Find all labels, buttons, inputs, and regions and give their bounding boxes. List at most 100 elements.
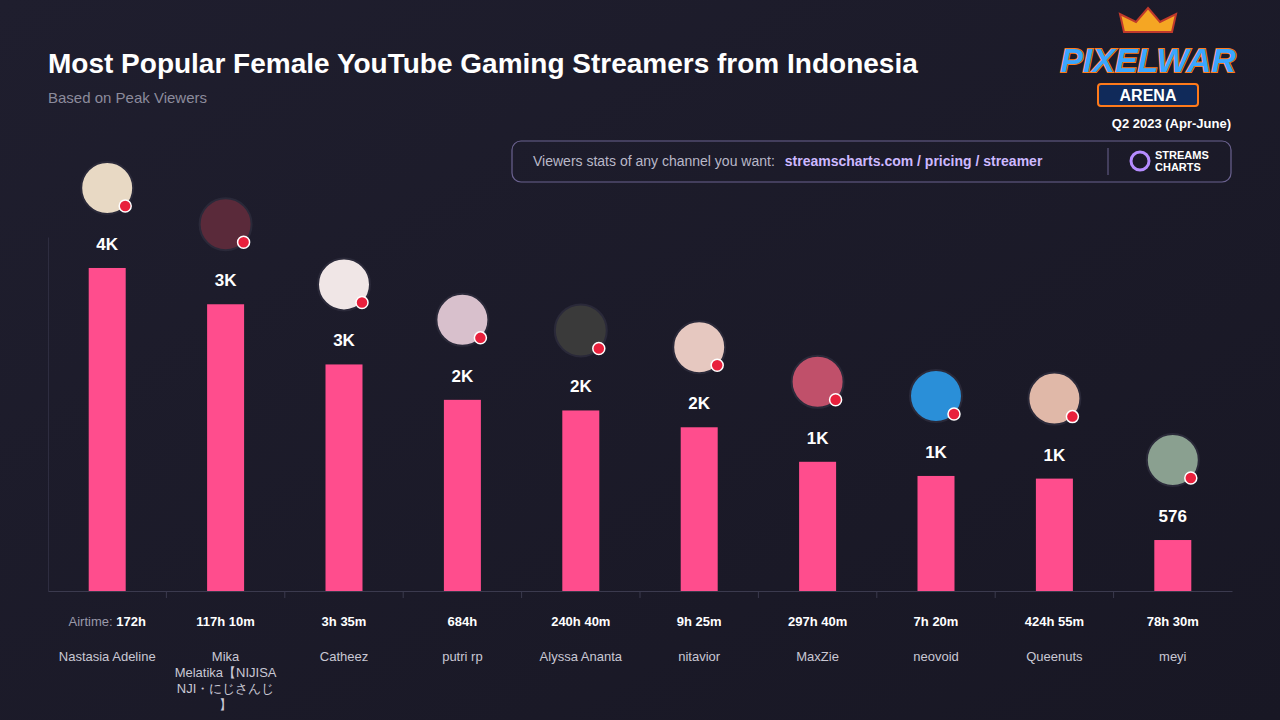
separators [166,591,1113,598]
logo-subtext: ARENA [1120,87,1177,104]
avatar-badge [356,296,368,308]
data-label: 2K [452,367,474,386]
avatar [81,162,133,214]
airtime-value: 7h 20m [914,614,959,629]
avatar [1028,373,1080,425]
airtime-text: 7h 20m [914,614,959,629]
category-label: MikaMelatika【NIJISANJI・にじさんじ】 [175,649,277,712]
avatar [436,294,488,346]
column-separator [995,591,996,598]
airtime-text: 9h 25m [677,614,722,629]
airtime-text: 297h 40m [788,614,847,629]
avatar [200,198,252,250]
bar [207,304,244,591]
period: Q2 2023 (Apr-June) [1112,116,1231,131]
bar [562,410,599,591]
data-label: 4K [96,235,118,254]
brand-text: STREAMS [1155,149,1209,161]
airtime-value: 172h [116,614,146,629]
avatar-circle [1147,434,1199,486]
column-separator [876,591,877,598]
avatar-circle [200,198,252,250]
logo-text: PIXELWAR [1060,41,1236,79]
avatar-badge [830,394,842,406]
logo-icon [1120,8,1176,32]
category-label-line: Queenuts [1026,649,1083,664]
category-label: Nastasia Adeline [59,649,156,664]
avatar-badge [593,342,605,354]
airtime-value: 3h 35m [322,614,367,629]
bar [1036,479,1073,591]
airtime-text: 240h 40m [551,614,610,629]
data-label: 3K [333,331,355,350]
avatar-circle [673,321,725,373]
airtime-text: Airtime: 172h [69,614,146,629]
avatar-badge [711,359,723,371]
category-label: meyi [1159,649,1187,664]
promo-link: streamscharts.com / pricing / streamer [785,153,1043,169]
column-separator [166,591,167,598]
column-separator [640,591,641,598]
data-label: 1K [925,443,947,462]
category-labels: Nastasia Adeline MikaMelatika【NIJISANJI・に… [59,649,1187,712]
category-label-line: MaxZie [796,649,839,664]
airtime-label: Airtime: [69,614,113,629]
airtime-text: 78h 30m [1147,614,1199,629]
avatar-badge [1066,411,1078,423]
category-label-line: Nastasia Adeline [59,649,156,664]
airtime-value: 117h 10m [196,614,255,629]
logo-banner [1098,84,1198,106]
avatar-circle [1028,373,1080,425]
category-label: neovoid [913,649,959,664]
category-label-line: meyi [1159,649,1187,664]
bar [1154,540,1191,591]
airtime-value: 240h 40m [551,614,610,629]
category-label: MaxZie [796,649,839,664]
subtitle: Based on Peak Viewers [48,89,207,106]
avatar [318,258,370,310]
category-label-line: Mika [212,649,240,664]
bar [918,476,955,591]
chart-svg: Most Popular Female YouTube Gaming Strea… [0,0,1280,720]
category-label-line: Melatika【NIJISA [175,665,277,680]
airtime-value: 297h 40m [788,614,847,629]
column-separator [1113,591,1114,598]
column-separator [284,591,285,598]
data-label: 2K [570,377,592,396]
column-separator [403,591,404,598]
y-axis [48,238,49,592]
airtime-text: 684h [448,614,478,629]
y-axis-line [48,238,49,592]
bar [444,400,481,591]
category-label: nitavior [678,649,721,664]
avatar [910,370,962,422]
bar [681,427,718,591]
column-separator [521,591,522,598]
promo-frame [512,141,1231,182]
airtime-text: 3h 35m [322,614,367,629]
category-label-line: Alyssa Ananta [540,649,623,664]
promo-box: Viewers stats of any channel you want: st… [512,141,1231,182]
avatar-badge [1185,472,1197,484]
data-label: 2K [688,394,710,413]
category-label-line: Catheez [320,649,368,664]
bar [326,364,363,591]
avatar [673,321,725,373]
avatar-badge [474,332,486,344]
promo-text: Viewers stats of any channel you want: [533,153,775,169]
bar [799,462,836,591]
avatar-circle [81,162,133,214]
logo: PIXELWAR ARENA [1060,8,1236,106]
airtime-value: 424h 55m [1025,614,1084,629]
category-label-line: 】 [219,697,232,712]
category-label: Queenuts [1026,649,1083,664]
airtime-text: 424h 55m [1025,614,1084,629]
avatar-badge [948,408,960,420]
bar [89,268,126,591]
brand-icon [1131,152,1149,170]
category-label-line: nitavior [678,649,721,664]
avatar [555,304,607,356]
category-label-line: NJI・にじさんじ [177,681,275,696]
background [0,0,1280,720]
bars [89,268,1192,591]
